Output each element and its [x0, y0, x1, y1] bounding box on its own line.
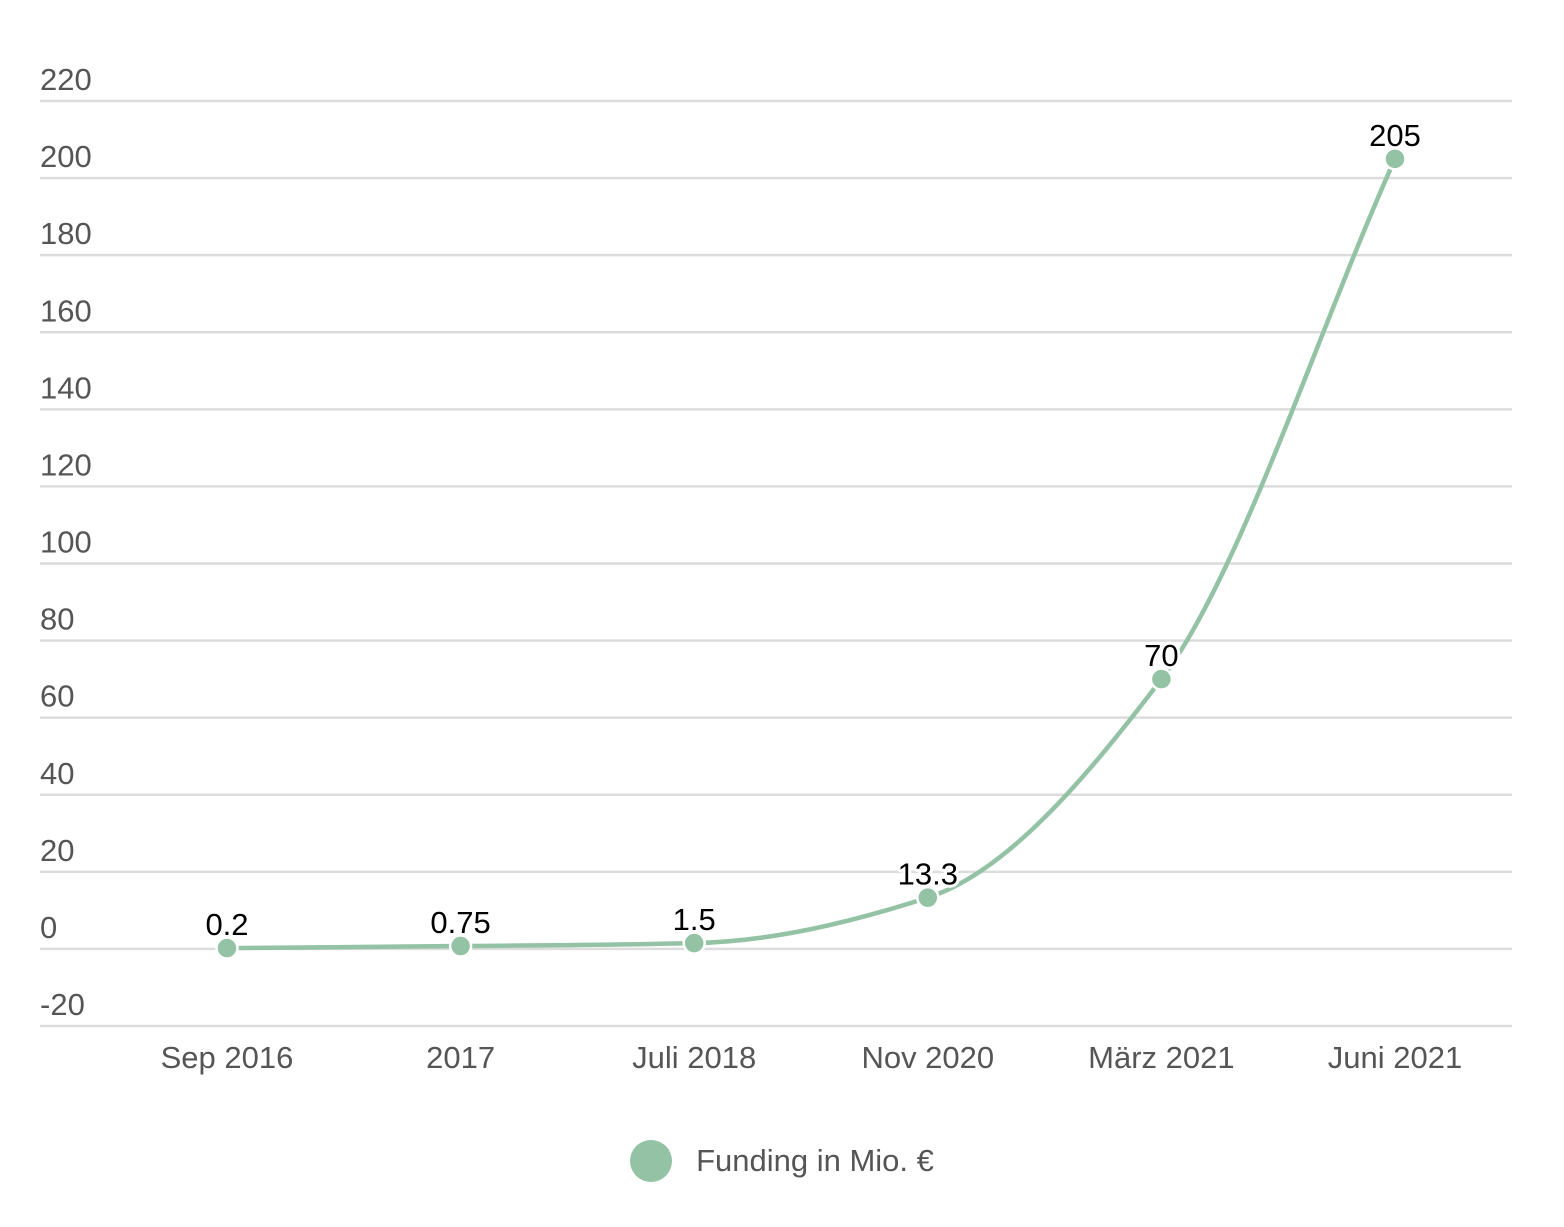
data-label: 13.3	[898, 857, 958, 892]
x-tick-label: März 2021	[1088, 1040, 1234, 1075]
series-points	[215, 147, 1407, 960]
data-label: 70	[1144, 638, 1178, 673]
x-tick-label: Sep 2016	[161, 1040, 294, 1075]
y-tick-label: 160	[40, 293, 92, 328]
y-tick-label: 20	[40, 833, 74, 868]
x-tick-label: Nov 2020	[861, 1040, 994, 1075]
y-tick-label: -20	[40, 987, 85, 1022]
series-line-layer	[224, 156, 1398, 951]
data-label: 205	[1369, 118, 1421, 153]
data-label: 0.75	[430, 905, 490, 940]
data-point[interactable]	[1383, 147, 1407, 171]
data-point[interactable]	[448, 934, 473, 958]
y-tick-label: 180	[40, 216, 92, 251]
x-axis: Sep 2016 2017 Juli 2018 Nov 2020 März 2021 Ju…	[161, 1040, 1463, 1075]
legend-label: Funding in Mio. €	[696, 1143, 934, 1178]
x-tick-label: 2017	[426, 1040, 495, 1075]
y-tick-label: 120	[40, 447, 92, 482]
data-point[interactable]	[215, 936, 239, 960]
y-tick-label: 220	[40, 62, 92, 97]
x-tick-label: Juni 2021	[1328, 1040, 1462, 1075]
y-tick-label: 200	[40, 139, 92, 174]
data-point[interactable]	[1149, 667, 1174, 691]
series-line	[224, 156, 1398, 951]
data-label: 1.5	[673, 902, 716, 937]
y-tick-label: 0	[40, 910, 57, 945]
y-tick-label: 100	[40, 525, 92, 560]
legend-item[interactable]: Funding in Mio. €	[630, 1140, 934, 1182]
data-label: 0.2	[205, 907, 248, 942]
y-tick-label: 140	[40, 370, 92, 405]
data-labels: 0.2 0.75 1.5 13.3 70 205	[202, 115, 1423, 945]
y-tick-label: 60	[40, 679, 74, 714]
legend: Funding in Mio. €	[0, 1136, 1564, 1186]
x-tick-label: Juli 2018	[632, 1040, 756, 1075]
y-tick-label: 40	[40, 756, 74, 791]
gridlines	[40, 99, 1512, 1028]
legend-swatch-icon	[630, 1140, 673, 1182]
y-axis: -20 0 20 40 60 80 100 120 140 160 180 200 220	[40, 62, 92, 1022]
data-point[interactable]	[916, 885, 940, 910]
y-tick-label: 80	[40, 602, 74, 637]
data-point[interactable]	[682, 931, 706, 955]
